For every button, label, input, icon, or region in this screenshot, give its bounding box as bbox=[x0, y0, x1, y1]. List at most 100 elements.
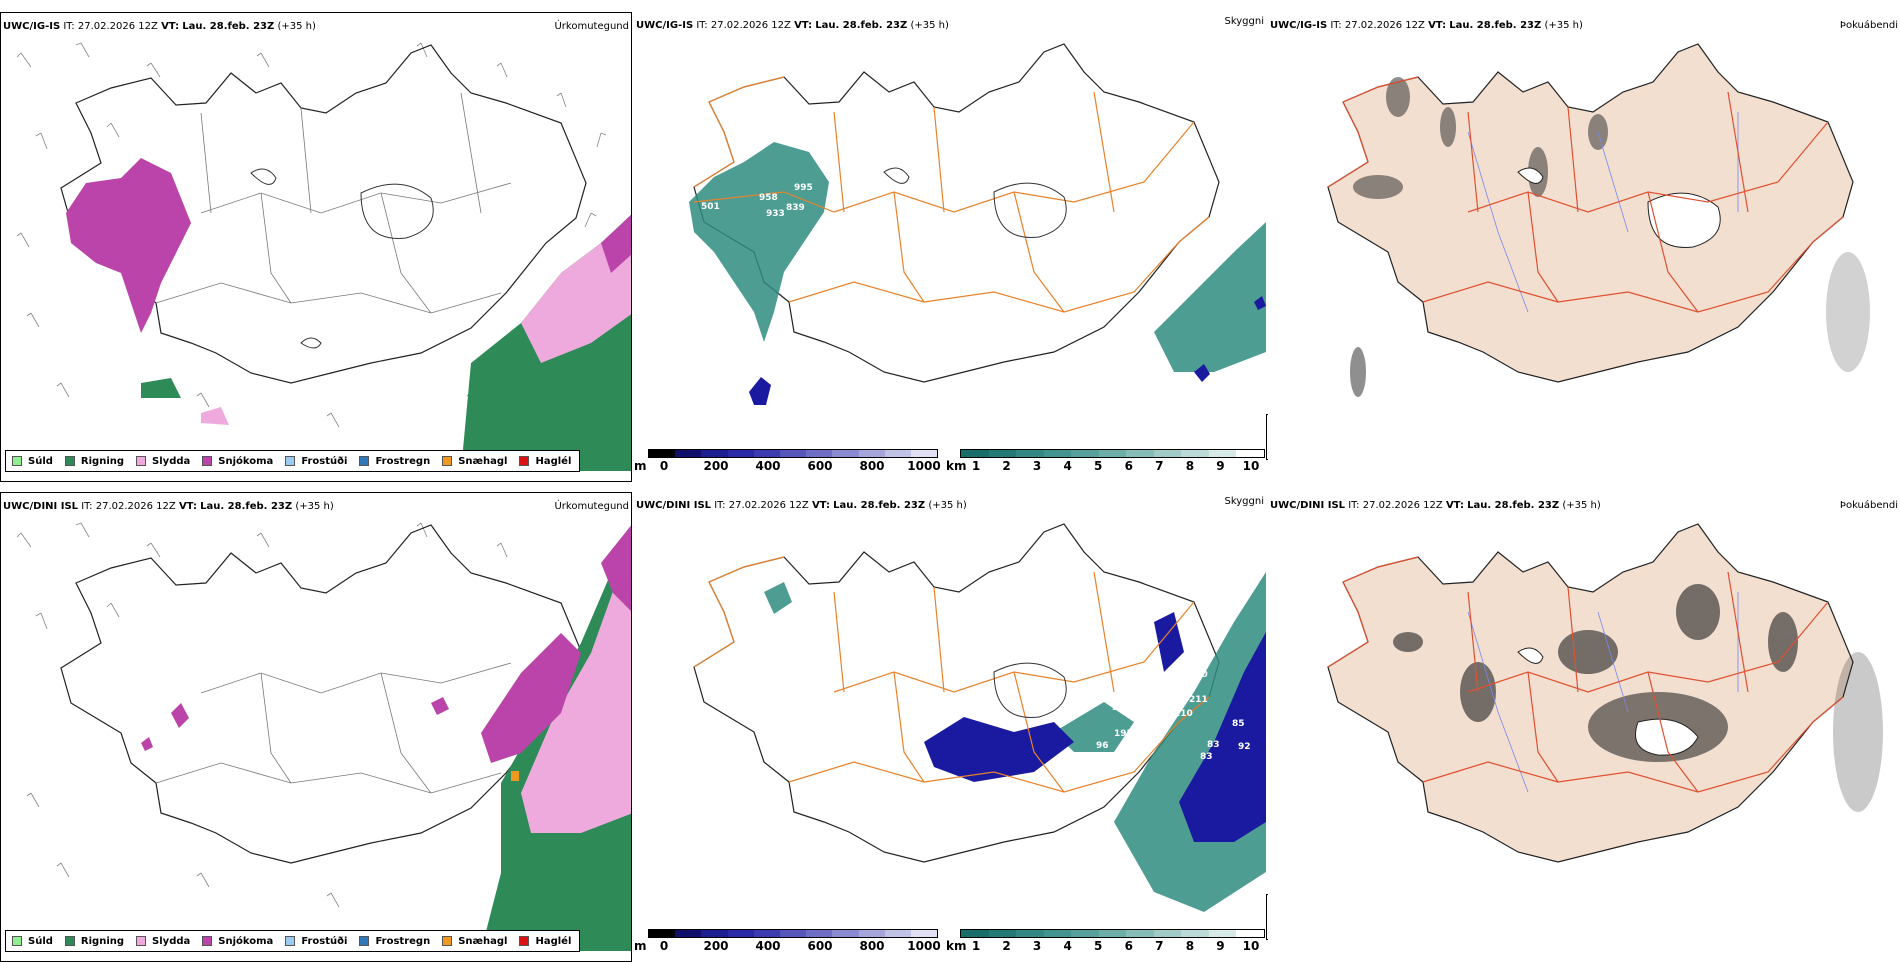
colorbar-tick-label: 6 bbox=[1124, 939, 1133, 953]
colorbar-step bbox=[1153, 450, 1182, 457]
colorbar-tick-label: 1 bbox=[971, 939, 981, 953]
colorbar-step bbox=[961, 450, 989, 457]
colorbar-tick-label: 0 bbox=[659, 459, 669, 473]
legend-swatch bbox=[136, 936, 147, 946]
colorbar-step bbox=[884, 450, 911, 457]
colorbar-step bbox=[910, 930, 938, 937]
colorbar-step bbox=[1071, 930, 1099, 937]
colorbar-tick-label: 10 bbox=[1242, 939, 1260, 953]
colorbar-step bbox=[1016, 930, 1044, 937]
panel-field-name: Skyggni bbox=[1224, 16, 1264, 27]
colorbar-tick-label: 8 bbox=[1185, 939, 1195, 953]
wind-barbs bbox=[16, 522, 508, 908]
panel-title: UWC/IG-IS IT: 27.02.2026 12Z VT: Lau. 28… bbox=[3, 21, 316, 32]
cloudbase-label: 83 bbox=[1207, 740, 1220, 750]
colorbar-tick-label: 3 bbox=[1032, 459, 1042, 473]
legend-item: Frostúði bbox=[285, 456, 347, 467]
colorbar-tick-label: 5 bbox=[1094, 939, 1103, 953]
cloudbase-label: 130 bbox=[1182, 635, 1201, 645]
colorbar-step bbox=[1181, 450, 1209, 457]
precip-type-map-panel-1: UWC/IG-IS IT: 27.02.2026 12Z VT: Lau. 28… bbox=[0, 12, 632, 482]
colorbar-step bbox=[961, 930, 989, 937]
legend-item: Snjókoma bbox=[202, 456, 273, 467]
cloudbase-fill bbox=[749, 296, 1266, 405]
colorbar-tick-label: 1000 bbox=[907, 939, 941, 953]
cloudbase-colorbar: m 0 200 400 600 800 1000 bbox=[634, 449, 941, 475]
colorbar-tick-label: 1000 bbox=[907, 459, 941, 473]
legend-item: Snjókoma bbox=[202, 936, 273, 947]
roads bbox=[155, 662, 512, 794]
legend-item: Snæhagl bbox=[442, 456, 507, 467]
colorbar-step bbox=[832, 930, 859, 937]
legend-item: Rigning bbox=[64, 456, 124, 467]
colorbar-step bbox=[1071, 450, 1099, 457]
colorbar-step bbox=[1236, 450, 1265, 457]
colorbar-tick-label: 200 bbox=[703, 459, 729, 473]
panel-title: UWC/DINI ISL IT: 27.02.2026 12Z VT: Lau.… bbox=[3, 501, 334, 512]
colorbar-gradient bbox=[648, 929, 938, 938]
colorbar-step bbox=[701, 450, 728, 457]
legend-label: Frostúði bbox=[301, 455, 348, 467]
cloud-map-2: 130 130 211 171 210 237 195 96 91 54 55 … bbox=[693, 523, 1266, 912]
colorbar-step bbox=[649, 930, 676, 937]
cloudbase-fill bbox=[924, 612, 1266, 842]
colorbar-unit: km bbox=[946, 939, 967, 953]
cloudbase-label: 85 bbox=[1232, 719, 1245, 729]
cloudbase-label: 71 bbox=[1190, 380, 1203, 390]
iceland-coastline bbox=[60, 44, 587, 384]
legend-item: Súld bbox=[12, 456, 53, 467]
colorbar-step bbox=[727, 930, 754, 937]
glaciers-white bbox=[1517, 647, 1699, 756]
colorbar-tick-label: 4 bbox=[1063, 459, 1072, 473]
panel-field-name: Úrkomutegund bbox=[554, 501, 629, 512]
colorbar-step bbox=[884, 930, 911, 937]
colorbar-unit: m bbox=[634, 939, 647, 953]
cloudbase-label: 55 bbox=[1158, 694, 1171, 704]
cloudbase-colorbar: m 0 200 400 600 800 1000 bbox=[634, 929, 941, 955]
colorbar-step bbox=[1208, 930, 1237, 937]
panel-field-name: Skyggni bbox=[1224, 496, 1264, 507]
cloudbase-label: 210 bbox=[1174, 709, 1193, 719]
colorbar-tick-label: 5 bbox=[1094, 459, 1103, 473]
cloudbase-label: 130 bbox=[1189, 670, 1208, 680]
colorbar-step bbox=[1236, 930, 1265, 937]
cloudbase-label: 195 bbox=[1114, 729, 1133, 739]
colorbar-tick-label: 7 bbox=[1155, 939, 1164, 953]
cloudbase-label: 237 bbox=[1142, 714, 1161, 724]
panel-field-name: Þokuábendi bbox=[1839, 500, 1898, 511]
legend-swatch bbox=[12, 456, 22, 466]
colorbar-step bbox=[1126, 450, 1154, 457]
legend-swatch bbox=[359, 936, 370, 946]
legend-label: Súld bbox=[28, 455, 53, 467]
colorbar-tick-label: 600 bbox=[807, 939, 833, 953]
visibility-colorbar: km 1 2 3 4 5 6 7 8 9 10 bbox=[946, 929, 1266, 955]
legend-swatch bbox=[64, 936, 75, 946]
legend-label: Frostregn bbox=[375, 935, 431, 947]
precip-map-1 bbox=[16, 42, 631, 471]
glaciers-white bbox=[1517, 167, 1721, 248]
colorbar-step bbox=[988, 450, 1017, 457]
colorbar-step bbox=[675, 450, 702, 457]
rivers bbox=[1467, 112, 1739, 313]
colorbar-step bbox=[675, 930, 702, 937]
glaciers bbox=[250, 168, 434, 349]
colorbar-step bbox=[1126, 930, 1154, 937]
legend-label: Snjókoma bbox=[218, 455, 274, 467]
rivers bbox=[1467, 592, 1739, 793]
colorbar-tick-label: 400 bbox=[755, 459, 781, 473]
colorbar-tick-label: 6 bbox=[1124, 459, 1133, 473]
legend-label: Snjókoma bbox=[218, 935, 274, 947]
colorbar-tick-label: 7 bbox=[1155, 459, 1164, 473]
panel-field-name: Þokuábendi bbox=[1839, 20, 1898, 31]
glaciers bbox=[993, 662, 1067, 718]
cloudbase-visibility-map-panel-1: 501 958 933 839 995 87 85 71 UWC/IG-IS I… bbox=[634, 12, 1266, 482]
colorbar-tick-label: 600 bbox=[807, 459, 833, 473]
legend-label: Rigning bbox=[80, 935, 125, 947]
colorbar-tick-label: 200 bbox=[703, 939, 729, 953]
legend-item: Haglél bbox=[519, 936, 571, 947]
roads bbox=[155, 92, 512, 314]
cloudbase-label: 995 bbox=[794, 183, 813, 193]
cloud-map-1: 501 958 933 839 995 87 85 71 bbox=[689, 43, 1266, 416]
precip-snow-west bbox=[66, 158, 191, 333]
legend-item: Frostregn bbox=[359, 456, 430, 467]
